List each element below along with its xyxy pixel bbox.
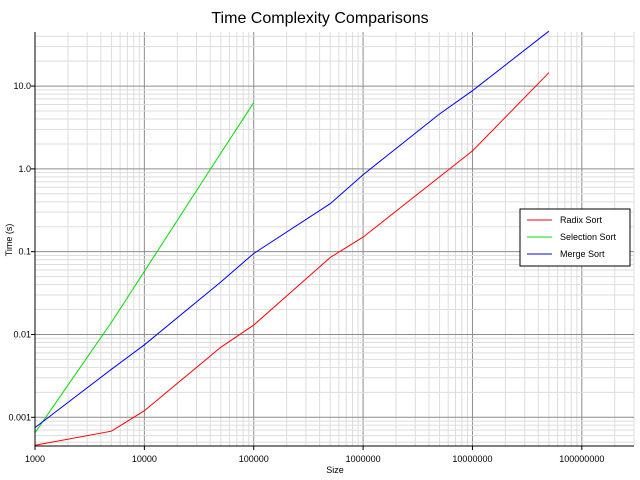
series-line-selection-sort (34, 102, 255, 434)
y-tick-label: 0.01 (13, 329, 31, 339)
chart-title: Time Complexity Comparisons (211, 10, 428, 27)
x-tick-label: 1000 (25, 454, 45, 464)
series-layer (34, 30, 550, 446)
x-axis-label: Size (326, 465, 344, 475)
y-tick-label: 10.0 (13, 81, 31, 91)
legend-label: Radix Sort (560, 215, 603, 225)
legend-label: Selection Sort (560, 232, 617, 242)
tick-labels: 1000 10000 100000 1000000 10000000 100000000 0… (8, 81, 604, 464)
x-tick-label: 100000000 (559, 454, 604, 464)
series-line-radix-sort (34, 72, 550, 446)
x-tick-label: 10000000 (452, 454, 492, 464)
x-tick-label: 10000 (132, 454, 157, 464)
axes (34, 32, 634, 447)
series-line-merge-sort (34, 30, 550, 428)
x-tick-label: 1000000 (346, 454, 381, 464)
y-tick-label: 0.001 (8, 412, 31, 422)
grid (34, 32, 635, 446)
legend-label: Merge Sort (560, 249, 605, 259)
y-axis-label: Time (s) (4, 224, 14, 257)
y-tick-label: 1.0 (18, 164, 31, 174)
y-tick-label: 0.1 (18, 247, 31, 257)
x-tick-label: 100000 (239, 454, 269, 464)
legend: Radix Sort Selection Sort Merge Sort (519, 208, 631, 267)
